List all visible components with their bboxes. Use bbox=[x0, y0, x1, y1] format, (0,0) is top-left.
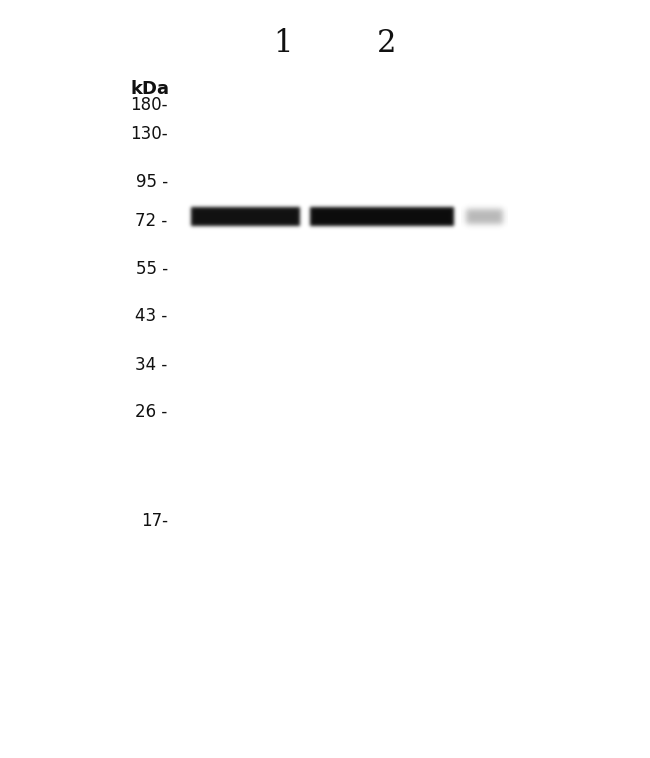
Text: 1: 1 bbox=[273, 29, 292, 59]
Text: 130-: 130- bbox=[130, 125, 168, 143]
Text: 180-: 180- bbox=[130, 96, 168, 114]
Text: 55 -: 55 - bbox=[136, 260, 168, 278]
Text: 43 -: 43 - bbox=[135, 307, 168, 325]
Text: 34 -: 34 - bbox=[135, 356, 168, 374]
Text: 17-: 17- bbox=[140, 512, 168, 530]
Text: 2: 2 bbox=[377, 29, 396, 59]
Text: 26 -: 26 - bbox=[135, 402, 168, 421]
Text: kDa: kDa bbox=[130, 80, 169, 99]
Text: 72 -: 72 - bbox=[135, 212, 168, 230]
Text: 95 -: 95 - bbox=[136, 173, 168, 191]
